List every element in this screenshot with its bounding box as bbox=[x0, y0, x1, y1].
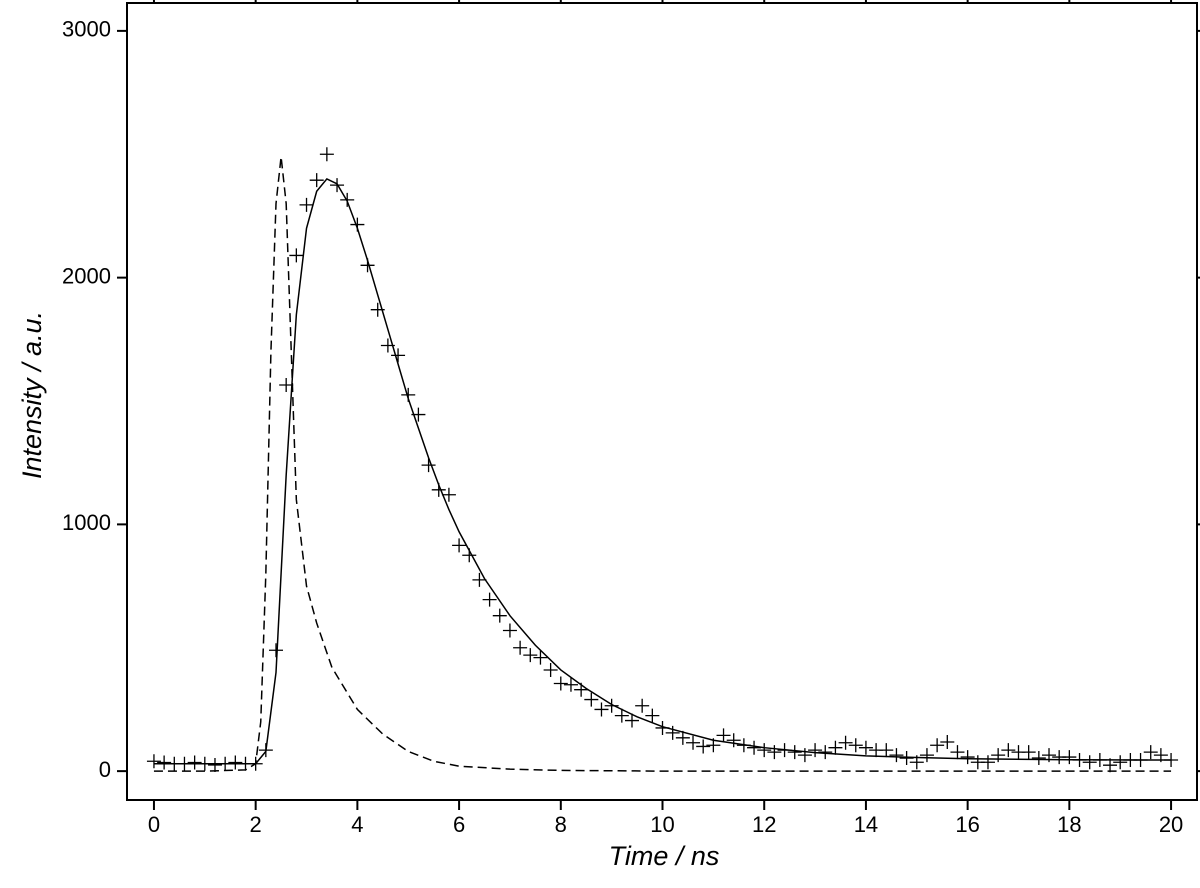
x-tick-label: 4 bbox=[351, 812, 363, 837]
x-tick-label: 2 bbox=[250, 812, 262, 837]
data-point bbox=[848, 738, 863, 753]
irf-line bbox=[153, 156, 1172, 772]
x-tick-label: 6 bbox=[453, 812, 465, 837]
data-point bbox=[604, 698, 619, 713]
data-point bbox=[858, 740, 873, 755]
data-point bbox=[889, 748, 904, 763]
data-point bbox=[1031, 751, 1046, 766]
data-point bbox=[879, 743, 894, 758]
data-point bbox=[553, 676, 568, 691]
data-point bbox=[950, 745, 965, 760]
plot-frame bbox=[126, 2, 1198, 801]
data-point bbox=[269, 643, 284, 658]
data-point bbox=[1082, 755, 1097, 770]
data-point bbox=[299, 197, 314, 212]
x-tick-label: 20 bbox=[1159, 812, 1183, 837]
y-axis-label: Intensity / a.u. bbox=[17, 311, 47, 479]
data-point bbox=[533, 650, 548, 665]
data-point bbox=[930, 738, 945, 753]
data-point bbox=[645, 708, 660, 723]
data-point bbox=[808, 743, 823, 758]
data-point bbox=[146, 754, 161, 769]
data-point bbox=[960, 750, 975, 765]
data-point bbox=[523, 648, 538, 663]
data-point bbox=[452, 538, 467, 553]
data-point bbox=[686, 735, 701, 750]
data-point bbox=[228, 755, 243, 770]
y-tick-label: 3000 bbox=[62, 17, 111, 42]
fit-line bbox=[153, 177, 1172, 765]
data-point bbox=[614, 708, 629, 723]
data-point bbox=[787, 745, 802, 760]
data-point bbox=[391, 348, 406, 363]
x-tick-label: 8 bbox=[555, 812, 567, 837]
data-point bbox=[716, 728, 731, 743]
data-point bbox=[482, 592, 497, 607]
data-point bbox=[919, 748, 934, 763]
data-point bbox=[940, 735, 955, 750]
data-point bbox=[441, 487, 456, 502]
y-tick-label: 2000 bbox=[62, 263, 111, 288]
x-tick-label: 14 bbox=[854, 812, 878, 837]
data-point bbox=[797, 748, 812, 763]
data-point bbox=[1062, 750, 1077, 765]
data-point bbox=[187, 755, 202, 770]
data-point bbox=[1021, 745, 1036, 760]
data-point bbox=[513, 640, 528, 655]
data-point bbox=[828, 740, 843, 755]
data-point bbox=[289, 248, 304, 263]
data-point bbox=[492, 608, 507, 623]
data-point bbox=[838, 735, 853, 750]
data-point bbox=[502, 623, 517, 638]
x-tick-label: 10 bbox=[650, 812, 674, 837]
x-tick-label: 0 bbox=[148, 812, 160, 837]
data-point bbox=[675, 730, 690, 745]
data-point bbox=[584, 692, 599, 707]
x-tick-label: 12 bbox=[752, 812, 776, 837]
data-point bbox=[543, 662, 558, 677]
data-point bbox=[157, 755, 172, 770]
data-point bbox=[726, 733, 741, 748]
data-point bbox=[757, 743, 772, 758]
data-point bbox=[472, 572, 487, 587]
data-point bbox=[1113, 755, 1128, 770]
data-point bbox=[319, 147, 334, 162]
data-point bbox=[421, 458, 436, 473]
data-point bbox=[696, 739, 711, 754]
data-point bbox=[635, 698, 650, 713]
data-point bbox=[1001, 743, 1016, 758]
y-tick-label: 0 bbox=[99, 757, 111, 782]
x-tick-label: 18 bbox=[1057, 812, 1081, 837]
data-point bbox=[563, 677, 578, 692]
data-point bbox=[818, 745, 833, 760]
data-point bbox=[624, 713, 639, 728]
data-point bbox=[594, 702, 609, 717]
data-point bbox=[747, 740, 762, 755]
data-point bbox=[207, 757, 222, 772]
x-axis-label: Time / ns bbox=[609, 841, 720, 871]
data-point bbox=[279, 377, 294, 392]
data-point bbox=[767, 745, 782, 760]
x-tick-label: 16 bbox=[955, 812, 979, 837]
data-point bbox=[1143, 745, 1158, 760]
data-point bbox=[665, 725, 680, 740]
data-point bbox=[980, 755, 995, 770]
y-tick-label: 1000 bbox=[62, 510, 111, 535]
data-point bbox=[309, 173, 324, 188]
